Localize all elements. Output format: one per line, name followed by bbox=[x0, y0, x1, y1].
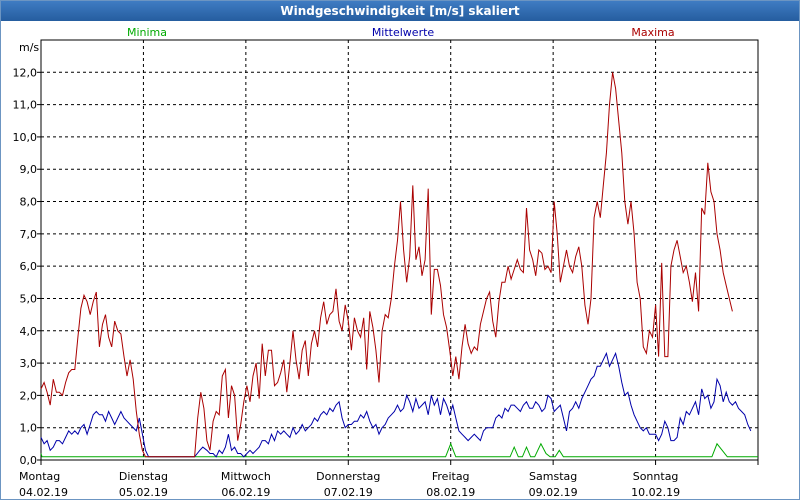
x-tick-date-label: 04.02.19 bbox=[19, 486, 68, 499]
y-tick-label: 11,0 bbox=[13, 99, 38, 112]
legend: Minima Mittelwerte Maxima bbox=[127, 26, 675, 39]
series-lines bbox=[40, 72, 758, 458]
y-axis-unit: m/s bbox=[19, 41, 39, 54]
y-tick-label: 2,0 bbox=[20, 389, 38, 402]
x-tick-date-label: 09.02.19 bbox=[529, 486, 578, 499]
series-line-minima bbox=[40, 442, 758, 458]
wind-speed-chart: 0,0 1,0 2,0 3,0 4,0 5,0 6,0 7,0 8,0 9,0 10,0 11,0 12… bbox=[13, 26, 759, 499]
legend-mittelwerte: Mittelwerte bbox=[372, 26, 435, 39]
x-tick-day-label: Samstag bbox=[529, 470, 577, 483]
x-tick-day-label: Donnerstag bbox=[316, 470, 380, 483]
y-axis: 0,0 1,0 2,0 3,0 4,0 5,0 6,0 7,0 8,0 9,0 10,0 11,0 12… bbox=[13, 66, 41, 467]
y-tick-label: 3,0 bbox=[20, 357, 38, 370]
x-tick-date-label: 05.02.19 bbox=[119, 486, 168, 499]
y-tick-label: 10,0 bbox=[13, 131, 38, 144]
y-tick-label: 4,0 bbox=[20, 325, 38, 338]
y-tick-label: 5,0 bbox=[20, 292, 38, 305]
plot-area bbox=[40, 39, 759, 461]
x-tick-date-label: 10.02.19 bbox=[631, 486, 680, 499]
y-tick-label: 8,0 bbox=[20, 196, 38, 209]
x-tick-day-label: Dienstag bbox=[119, 470, 168, 483]
y-tick-label: 6,0 bbox=[20, 260, 38, 273]
legend-minima: Minima bbox=[127, 26, 167, 39]
window-title: Windgeschwindigkeit [m/s] skaliert bbox=[1, 1, 799, 21]
y-tick-label: 7,0 bbox=[20, 228, 38, 241]
series-line-maxima bbox=[40, 72, 733, 458]
legend-maxima: Maxima bbox=[631, 26, 674, 39]
y-tick-label: 0,0 bbox=[20, 454, 38, 467]
x-axis: Montag 04.02.19 Dienstag 05.02.19 Mittwoch 06… bbox=[19, 460, 759, 499]
y-tick-label: 12,0 bbox=[13, 66, 38, 79]
y-tick-label: 9,0 bbox=[20, 163, 38, 176]
x-tick-date-label: 08.02.19 bbox=[426, 486, 475, 499]
x-tick-day-label: Freitag bbox=[432, 470, 470, 483]
x-tick-day-label: Mittwoch bbox=[221, 470, 271, 483]
x-tick-day-label: Sonntag bbox=[633, 470, 679, 483]
x-tick-date-label: 07.02.19 bbox=[324, 486, 373, 499]
x-tick-date-label: 06.02.19 bbox=[221, 486, 270, 499]
x-tick-day-label: Montag bbox=[19, 470, 60, 483]
y-tick-label: 1,0 bbox=[20, 422, 38, 435]
